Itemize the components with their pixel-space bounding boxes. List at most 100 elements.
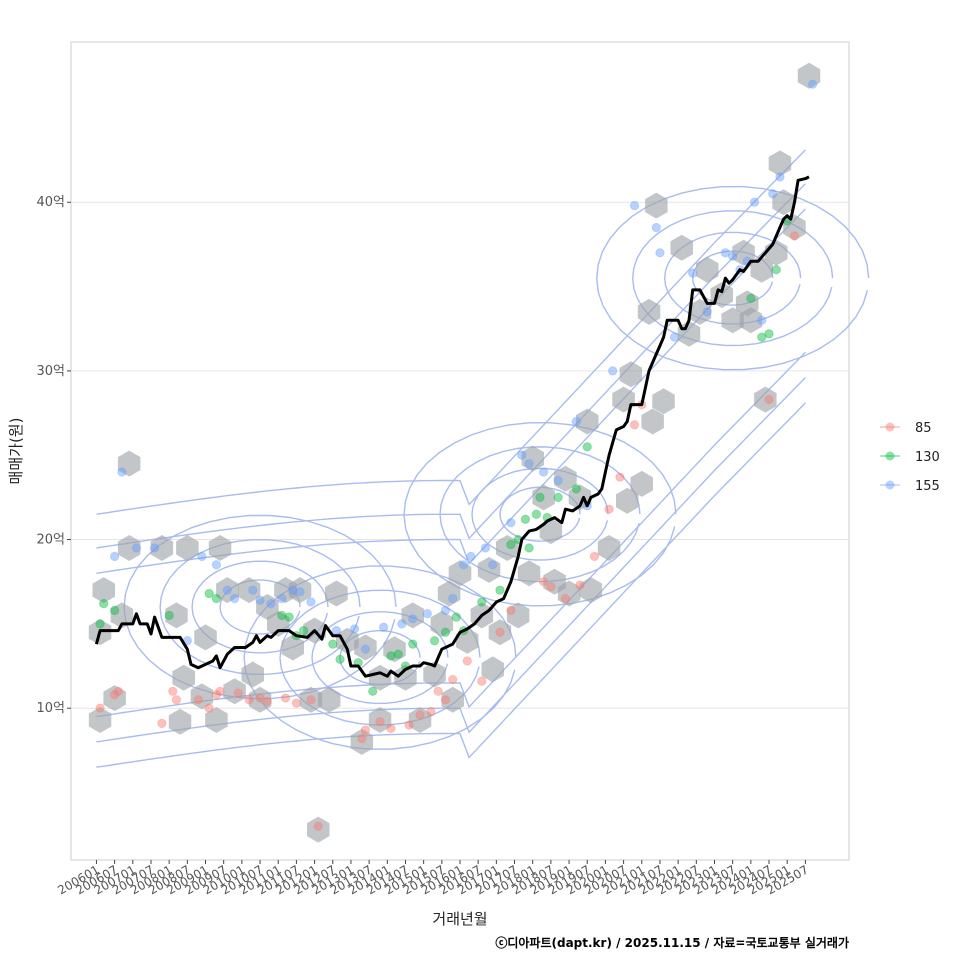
point-155: [408, 614, 418, 624]
hex-bin: [237, 577, 261, 604]
hex-bin: [496, 535, 519, 561]
point-155: [109, 551, 120, 562]
hex-bin: [190, 683, 214, 710]
legend-swatch: [885, 451, 895, 461]
point-130: [451, 612, 462, 622]
hex-bin: [241, 661, 264, 688]
point-155: [306, 597, 316, 607]
point-85: [193, 695, 203, 705]
point-85: [604, 504, 614, 514]
hex-bin: [216, 577, 239, 604]
hex-bin: [506, 602, 530, 629]
point-155: [607, 366, 618, 376]
point-130: [495, 585, 505, 595]
hex-bin: [368, 707, 392, 733]
contour-band: [96, 183, 806, 549]
hex-bin: [150, 535, 174, 561]
hex-bin: [597, 535, 621, 561]
point-130: [408, 639, 418, 649]
contour-ring: [159, 538, 361, 676]
hex-bin: [205, 707, 228, 733]
y-tick-label: 30억: [36, 364, 65, 379]
hex-bin: [92, 577, 115, 604]
point-85: [113, 686, 123, 697]
hex-bin: [336, 627, 359, 654]
y-axis-ticks: 10억 20억 30억 40억: [36, 195, 71, 716]
hex-bin: [176, 535, 199, 561]
legend-label: 85: [915, 421, 932, 436]
hex-bin: [645, 192, 668, 219]
point-130: [764, 329, 774, 339]
point-85: [211, 690, 222, 700]
point-155: [669, 332, 680, 342]
point-130: [524, 543, 534, 553]
hex-bin: [223, 678, 246, 705]
hex-bin: [281, 634, 304, 661]
hex-bin: [670, 234, 693, 261]
point-85: [233, 688, 243, 698]
hex-bin: [630, 470, 653, 497]
point-85: [538, 577, 549, 587]
point-130: [328, 639, 338, 649]
point-85: [546, 582, 556, 592]
point-85: [789, 231, 800, 241]
point-130: [531, 509, 542, 519]
point-85: [506, 605, 516, 616]
hex-bin: [317, 686, 341, 713]
point-85: [280, 693, 291, 703]
point-130: [164, 610, 174, 621]
point-85: [157, 718, 167, 729]
point-155: [458, 560, 469, 570]
hex-bin: [350, 728, 374, 755]
hex-bin: [576, 408, 599, 435]
point-85: [215, 686, 225, 697]
hex-bin: [696, 256, 719, 283]
hex-bin: [299, 686, 323, 713]
point-155: [687, 268, 698, 278]
point-130: [535, 492, 545, 503]
hex-bin: [783, 214, 806, 241]
hex-bin: [383, 636, 406, 663]
point-155: [422, 609, 432, 619]
hex-bin: [325, 580, 348, 607]
point-130: [757, 332, 767, 342]
point-85: [386, 723, 396, 734]
hex-bin: [652, 388, 675, 415]
contour-ring: [595, 185, 870, 371]
hex-bin: [579, 577, 603, 604]
point-130: [95, 619, 105, 629]
point-155: [629, 200, 640, 211]
hex-bin: [110, 602, 134, 629]
hex-bin: [394, 664, 417, 691]
hex-bin: [88, 707, 112, 733]
point-155: [553, 475, 563, 486]
point-155: [727, 251, 738, 261]
hex-bin: [557, 580, 581, 607]
point-85: [629, 420, 640, 430]
plot-panel: [70, 41, 850, 861]
point-155: [349, 624, 360, 634]
point-155: [248, 585, 258, 595]
point-155: [229, 593, 240, 604]
point-85: [375, 716, 385, 727]
point-85: [168, 686, 178, 697]
point-155: [517, 450, 527, 460]
legend: 85 130 155: [880, 421, 940, 494]
point-85: [575, 580, 585, 590]
point-85: [433, 686, 443, 697]
point-85: [255, 693, 265, 703]
trend-line: [94, 175, 810, 678]
hex-bin: [619, 361, 643, 388]
point-130: [746, 293, 756, 304]
point-85: [448, 674, 458, 685]
contour-ring: [439, 446, 641, 583]
hex-bin: [732, 239, 755, 266]
hex-bin: [641, 408, 664, 435]
point-155: [149, 543, 160, 553]
point-85: [415, 710, 425, 720]
y-axis-title: 매매가(원): [7, 418, 25, 485]
caption: ⓒ디아파트(dapt.kr) / 2025.11.15 / 자료=국토교통부 실…: [495, 935, 849, 950]
point-130: [204, 588, 214, 599]
point-85: [764, 394, 774, 405]
hex-bin: [172, 664, 195, 691]
